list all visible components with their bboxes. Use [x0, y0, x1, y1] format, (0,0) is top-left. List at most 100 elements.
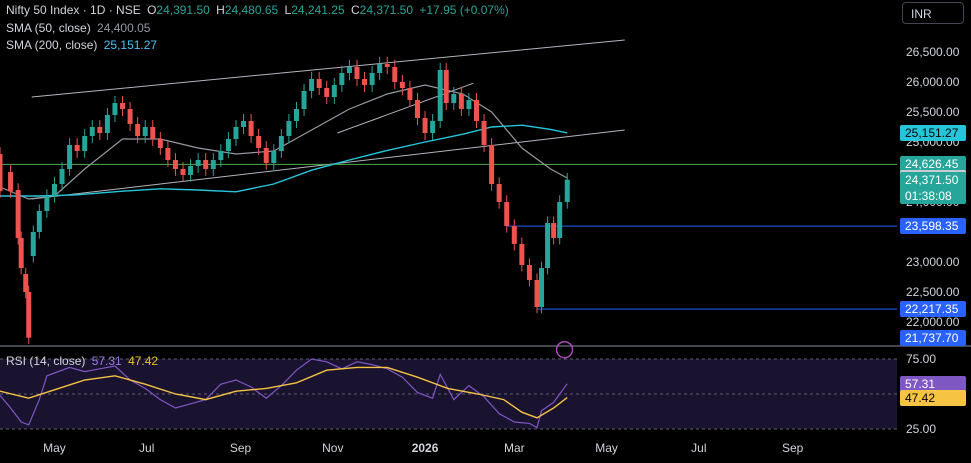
candle-body[interactable] [241, 121, 247, 127]
candle-body[interactable] [316, 79, 322, 88]
candle-body[interactable] [142, 127, 148, 136]
candle-body[interactable] [36, 211, 42, 232]
candle-body[interactable] [278, 136, 284, 151]
candle-body[interactable] [384, 64, 390, 67]
candle-body[interactable] [286, 121, 292, 136]
sma50-line[interactable] [0, 84, 568, 200]
symbol-label[interactable]: Nifty 50 Index · 1D · NSE [6, 3, 141, 17]
candle-body[interactable] [301, 91, 307, 109]
candle-body[interactable] [451, 94, 457, 103]
candle-body[interactable] [0, 154, 3, 192]
candle-body[interactable] [203, 160, 209, 169]
candle-body[interactable] [233, 127, 239, 139]
candle-body[interactable] [82, 136, 88, 151]
candle-body[interactable] [89, 127, 95, 136]
candle-body[interactable] [511, 226, 517, 244]
candle-body[interactable] [545, 223, 551, 268]
alert-icon[interactable] [555, 340, 574, 359]
candle-body[interactable] [165, 148, 171, 160]
candle-body[interactable] [362, 79, 368, 85]
candle-body[interactable] [150, 127, 156, 139]
candle-body[interactable] [534, 280, 540, 307]
candle-body[interactable] [157, 139, 163, 148]
candle-body[interactable] [67, 145, 73, 169]
candle-body[interactable] [539, 268, 545, 307]
candle-body[interactable] [172, 160, 178, 169]
candle-body[interactable] [392, 67, 398, 82]
candle-body[interactable] [97, 127, 103, 133]
candle-body[interactable] [324, 88, 330, 97]
candle-body[interactable] [188, 166, 194, 175]
time-axis-tick: Jul [139, 441, 154, 455]
rsi-ma-line[interactable] [0, 366, 568, 419]
candle-body[interactable] [30, 232, 36, 256]
candle-body[interactable] [263, 148, 269, 163]
candle-body[interactable] [504, 202, 510, 226]
candle-body[interactable] [331, 85, 337, 97]
candle-body[interactable] [8, 172, 14, 192]
candle-body[interactable] [346, 67, 352, 73]
candle-body[interactable] [195, 160, 201, 166]
candle-body[interactable] [180, 169, 186, 175]
candle-body[interactable] [26, 292, 32, 338]
time-axis-tick: May [595, 441, 618, 455]
candle-body[interactable] [481, 121, 487, 145]
candle-body[interactable] [225, 139, 231, 151]
sma200-line[interactable] [0, 124, 568, 197]
candle-body[interactable] [414, 100, 420, 118]
time-axis-tick: Jul [691, 441, 706, 455]
candle-body[interactable] [354, 67, 360, 79]
candle-body[interactable] [526, 265, 532, 280]
candle-body[interactable] [112, 103, 118, 115]
price-axis-tick: 22,000.00 [906, 315, 960, 329]
candle-body[interactable] [293, 109, 299, 121]
candle-body[interactable] [489, 145, 495, 184]
candle-body[interactable] [104, 115, 110, 133]
candle-body[interactable] [422, 118, 428, 133]
candle-body[interactable] [369, 73, 375, 85]
candle-body[interactable] [135, 124, 141, 136]
candle-body[interactable] [210, 160, 216, 169]
candle-body[interactable] [473, 100, 479, 121]
trendline[interactable] [337, 82, 474, 134]
high-label: H [216, 3, 225, 17]
candle-body[interactable] [399, 82, 405, 88]
candle-body[interactable] [74, 145, 80, 151]
candle-body[interactable] [339, 73, 345, 85]
sma50-legend[interactable]: SMA (50, close) 24,400.05 [6, 21, 153, 36]
candle-body[interactable] [443, 70, 449, 103]
candle-body[interactable] [271, 151, 277, 163]
currency-button[interactable]: INR [902, 2, 964, 24]
time-axis-tick: Sep [782, 441, 804, 455]
sma200-legend[interactable]: SMA (200, close) 25,151.27 [6, 38, 160, 53]
candle-body[interactable] [466, 100, 472, 109]
candle-body[interactable] [437, 70, 443, 121]
candle-body[interactable] [377, 64, 383, 73]
candle-body[interactable] [23, 274, 29, 292]
candle-body[interactable] [551, 223, 557, 238]
candle-body[interactable] [59, 169, 65, 184]
candle-body[interactable] [564, 179, 570, 202]
candle-body[interactable] [120, 103, 126, 109]
candle-body[interactable] [127, 109, 133, 124]
candle-body[interactable] [496, 184, 502, 202]
candle-body[interactable] [218, 151, 224, 160]
candle-body[interactable] [18, 238, 24, 268]
candle-body[interactable] [519, 244, 525, 265]
candle-body[interactable] [458, 94, 464, 109]
candle-body[interactable] [51, 184, 57, 196]
trendline[interactable] [31, 39, 625, 98]
rsi-ma-value: 47.42 [128, 354, 159, 368]
candle-body[interactable] [256, 136, 262, 148]
candle-body[interactable] [407, 88, 413, 100]
candle-body[interactable] [15, 190, 21, 238]
price-axis-tick: 22,500.00 [906, 285, 960, 299]
candle-body[interactable] [557, 202, 563, 238]
candle-body[interactable] [44, 196, 50, 211]
candle-body[interactable] [430, 121, 436, 133]
candle-body[interactable] [309, 79, 315, 91]
rsi-legend[interactable]: RSI (14, close) 57.31 47.42 [6, 354, 161, 369]
candle-body[interactable] [248, 121, 254, 136]
